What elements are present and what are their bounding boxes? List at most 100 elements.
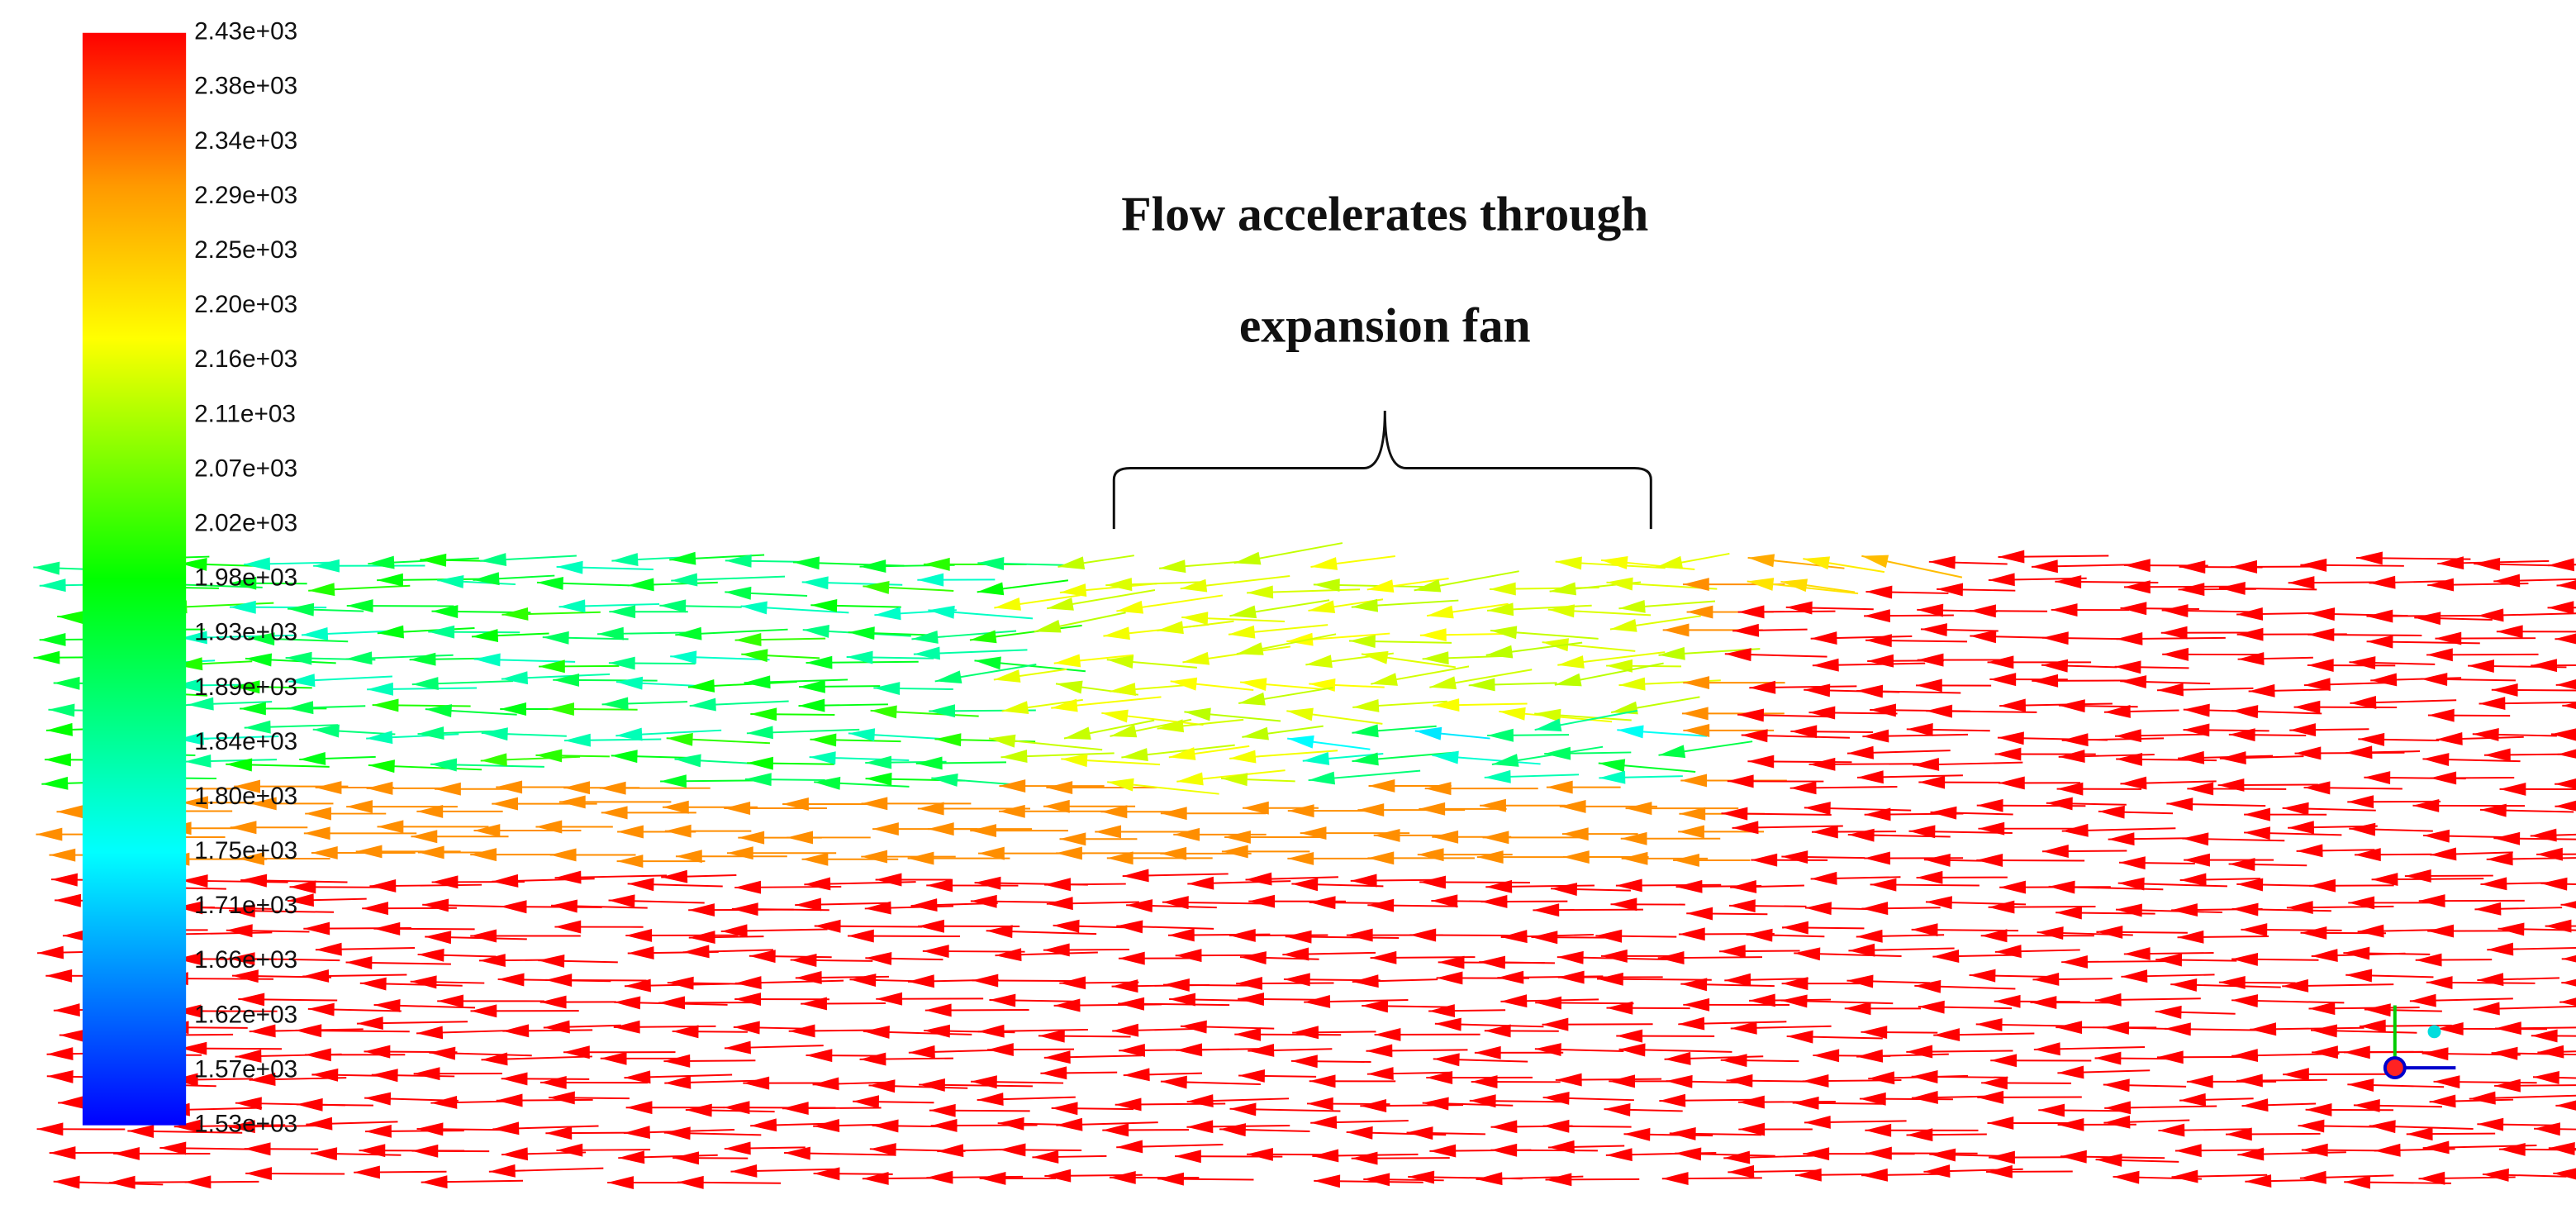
vector-head — [1804, 902, 1832, 916]
vector-head — [1490, 1143, 1518, 1157]
vector-head — [1555, 556, 1582, 570]
vector-head — [989, 993, 1016, 1007]
vector-head — [1433, 698, 1460, 712]
vector-head — [425, 704, 453, 718]
vector-head — [108, 1175, 135, 1189]
vector-head — [1000, 750, 1028, 764]
vector-head — [2364, 771, 2391, 785]
vector-head — [1059, 976, 1086, 990]
vector-head — [726, 846, 753, 860]
vector-head — [688, 931, 715, 945]
vector-head — [1998, 776, 2025, 790]
vector-head — [1918, 775, 1946, 789]
vector-head — [492, 1121, 520, 1135]
colorbar-label: 2.34e+03 — [194, 127, 297, 155]
vector-head — [2308, 607, 2336, 621]
vector-head — [865, 755, 892, 769]
vector-head — [2061, 733, 2089, 747]
vector-head — [2288, 821, 2315, 835]
vector-head — [33, 650, 60, 664]
colorbar-label: 1.71e+03 — [194, 892, 297, 919]
vector-head — [1542, 1091, 1570, 1105]
vector-head — [53, 1175, 80, 1189]
vector-head — [249, 1073, 276, 1086]
vector-head — [2354, 848, 2381, 862]
vector-head — [1861, 1026, 1888, 1040]
vector-head — [2479, 803, 2507, 817]
colorbar-label: 1.84e+03 — [194, 728, 297, 755]
vector-head — [1160, 1075, 1187, 1089]
vector-head — [2412, 798, 2440, 812]
vector-head — [1309, 1074, 1336, 1088]
vector-head — [2177, 930, 2204, 944]
vector-head — [413, 1067, 440, 1081]
vector-head — [2162, 647, 2189, 661]
vector-head — [1313, 578, 1340, 592]
vector-head — [501, 607, 529, 621]
vector-head — [1169, 993, 1196, 1007]
vector-head — [1242, 801, 1269, 815]
vector-head — [1781, 977, 1808, 991]
vector-head — [2179, 873, 2207, 887]
vector-head — [305, 807, 331, 821]
vector-head — [1106, 655, 1134, 669]
vector-head — [1542, 1017, 1569, 1031]
vector-head — [2493, 831, 2521, 845]
vector-head — [1352, 752, 1379, 766]
vector-head — [787, 831, 814, 845]
vector-head — [36, 1122, 64, 1136]
vector-head — [733, 1021, 760, 1035]
vector-head — [1176, 772, 1204, 786]
vector-head — [2121, 969, 2148, 983]
vector-head — [1043, 943, 1070, 957]
vector-head — [1988, 900, 2015, 914]
vector-head — [1414, 578, 1442, 593]
vector-head — [865, 772, 892, 786]
colorbar-label: 1.75e+03 — [194, 837, 297, 864]
vector-head — [1157, 719, 1185, 733]
vector-head — [658, 996, 686, 1010]
vector-head — [1236, 977, 1263, 990]
vector-head — [422, 898, 449, 912]
vector-head — [235, 1097, 262, 1111]
vector-head — [2366, 635, 2393, 649]
vector-head — [615, 727, 643, 741]
vector-head — [601, 806, 628, 820]
vector-head — [977, 557, 1005, 570]
vector-head — [1242, 726, 1269, 740]
vector-head — [307, 1002, 335, 1016]
vector-head — [1989, 1150, 2015, 1164]
vector-head — [303, 921, 330, 935]
vector-head — [861, 797, 888, 811]
vector-head — [1424, 782, 1452, 796]
vector-head — [2343, 1045, 2370, 1059]
vector-head — [1469, 1094, 1496, 1108]
vector-head — [2041, 631, 2069, 645]
vector-head — [863, 1025, 890, 1039]
vector-head — [1664, 1051, 1691, 1065]
vector-head — [303, 826, 330, 840]
vector-head — [801, 852, 829, 866]
vector-head — [662, 800, 689, 814]
vector-head — [908, 1045, 935, 1059]
vector-head — [295, 1024, 322, 1038]
vector-head — [1738, 1122, 1766, 1136]
vector-head — [59, 1029, 86, 1043]
vector-head — [1236, 642, 1264, 655]
vector-head — [1001, 701, 1029, 714]
vector-head — [1620, 831, 1647, 845]
vector-head — [2231, 705, 2259, 719]
vector-head — [1998, 550, 2025, 564]
vector-head — [359, 977, 387, 991]
vector-head — [1994, 945, 2022, 959]
vector-head — [624, 1070, 651, 1084]
vector-head — [1610, 897, 1637, 912]
colorbar-label: 1.80e+03 — [194, 783, 297, 810]
vector-head — [846, 650, 873, 664]
vector-head — [226, 758, 253, 772]
vector-head — [2164, 1022, 2191, 1036]
vector-head — [1417, 848, 1444, 862]
vector-head — [553, 674, 580, 687]
vector-head — [1352, 974, 1379, 988]
